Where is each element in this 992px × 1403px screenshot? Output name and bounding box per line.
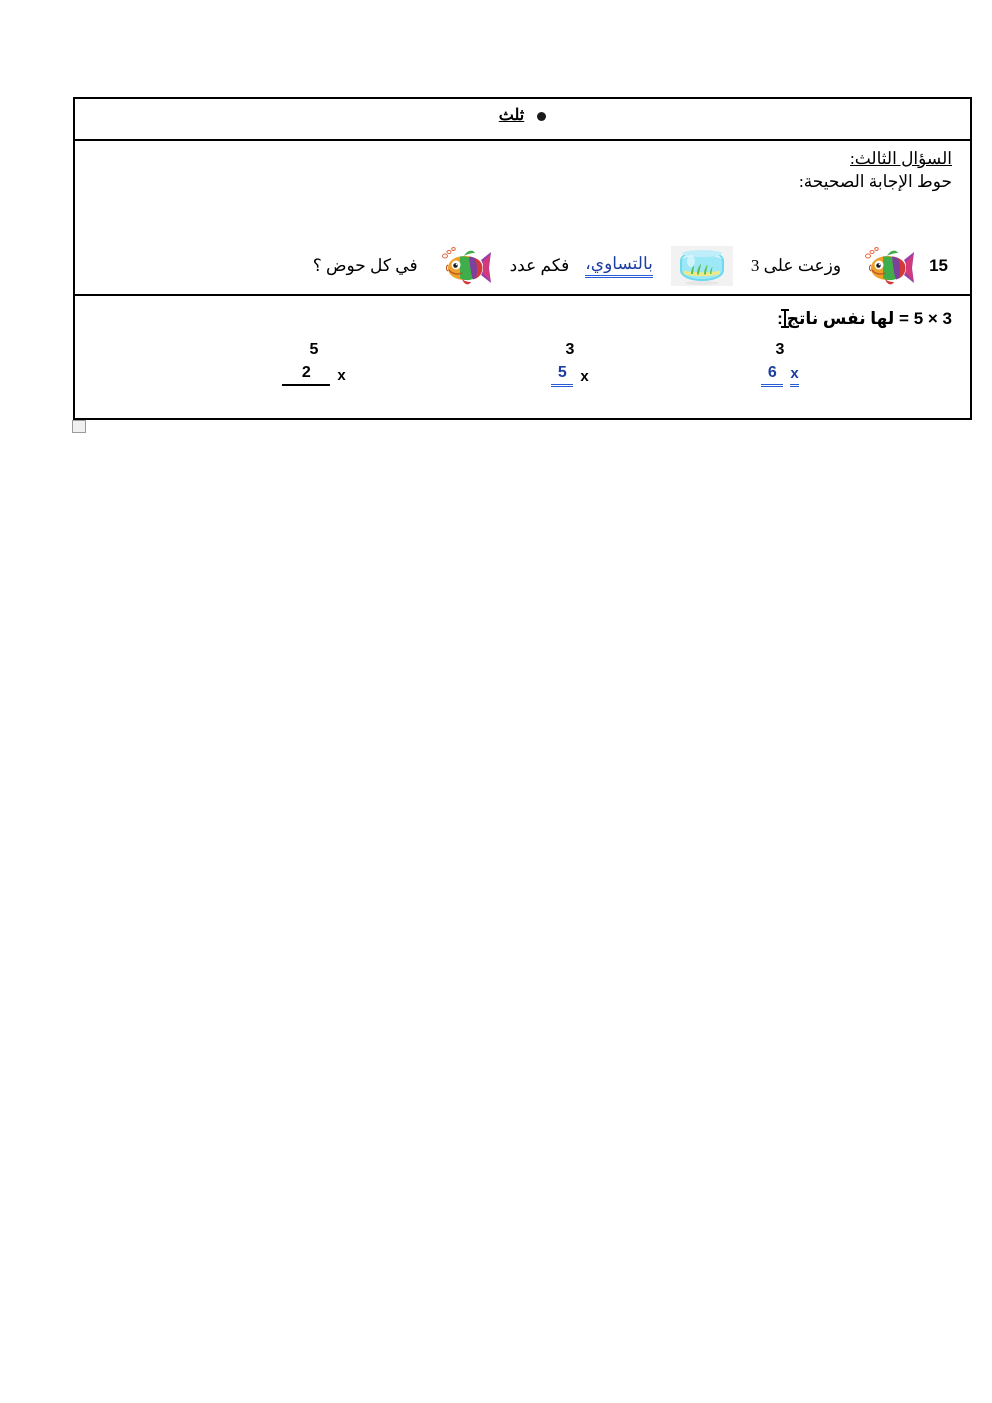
table-resize-handle[interactable] (72, 420, 86, 433)
option-bottom-row: x 6 (720, 361, 840, 388)
multiplication-option[interactable]: 3 x 6 (720, 338, 840, 388)
fish-icon (441, 247, 491, 285)
option-bottom-number: 2 (282, 361, 331, 387)
table-row: السؤال الثالث: حوط الإجابة الصحيحة: 15 (73, 139, 972, 310)
times-symbol: x (790, 363, 799, 388)
table-row: ثلث (73, 97, 972, 141)
header-word: ثلث (498, 107, 525, 124)
times-symbol: x (580, 367, 589, 385)
times-symbol: x (337, 366, 346, 384)
option-top-number: 3 (775, 341, 785, 358)
question-three-cell[interactable]: السؤال الثالث: حوط الإجابة الصحيحة: 15 (73, 139, 972, 310)
option-bottom-number: 6 (761, 361, 784, 388)
question-three-instruction: حوط الإجابة الصحيحة: (798, 171, 952, 191)
question-four-options: 5 x 2 3 x 5 (75, 338, 970, 408)
stem-text-part-4: في كل حوض ؟ (312, 256, 418, 275)
multiplication-option[interactable]: 3 x 5 (510, 338, 630, 388)
option-top-number: 5 (309, 341, 319, 358)
option-top-number: 3 (565, 341, 575, 358)
question-four-colon: : (777, 309, 783, 328)
header-cell[interactable]: ثلث (73, 97, 972, 141)
question-three-title: السؤال الثالث: (850, 149, 952, 168)
stem-text-part-3: فكم عدد (509, 256, 570, 275)
question-three-stem: 15 (91, 241, 954, 291)
worksheet-table: ثلث السؤال الثالث: حوط الإجابة الصحيحة: … (73, 97, 972, 420)
question-four-expression: 3 × 5 = (899, 309, 952, 328)
option-bottom-row: x 2 (254, 361, 374, 387)
stem-number: 15 (929, 256, 948, 275)
question-four-prompt: 3 × 5 = لها نفس ناتج: (777, 309, 952, 329)
fishbowl-icon (670, 246, 733, 286)
question-four-text: لها نفس ناتج (786, 309, 895, 328)
question-three-heading: السؤال الثالث: حوط الإجابة الصحيحة: (75, 141, 970, 194)
question-four-cell[interactable]: 3 × 5 = لها نفس ناتج: 5 x 2 3 (73, 294, 972, 420)
option-bottom-number: 5 (551, 361, 574, 388)
stem-text-link[interactable]: بالتساوي، (585, 254, 653, 278)
header-line: ثلث (75, 99, 970, 129)
fish-icon (865, 247, 915, 285)
multiplication-option[interactable]: 5 x 2 (254, 338, 374, 387)
text-caret-icon (780, 309, 789, 328)
bullet-icon (537, 111, 547, 121)
table-row: 3 × 5 = لها نفس ناتج: 5 x 2 3 (73, 294, 972, 420)
option-bottom-row: x 5 (510, 361, 630, 388)
stem-text-part-1: وزعت على 3 (750, 256, 842, 275)
